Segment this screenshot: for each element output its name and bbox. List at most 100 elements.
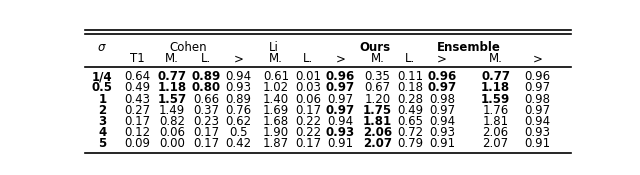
Text: 1.69: 1.69	[263, 104, 289, 117]
Text: 0.09: 0.09	[124, 137, 150, 150]
Text: 0.5: 0.5	[230, 126, 248, 139]
Text: 0.91: 0.91	[429, 137, 455, 150]
Text: 0.17: 0.17	[193, 137, 220, 150]
Text: 0.94: 0.94	[226, 70, 252, 83]
Text: 1/4: 1/4	[92, 70, 113, 83]
Text: $\sigma$: $\sigma$	[97, 41, 107, 54]
Text: 0.01: 0.01	[295, 70, 321, 83]
Text: 0.79: 0.79	[397, 137, 423, 150]
Text: 0.18: 0.18	[397, 82, 423, 95]
Text: 0.98: 0.98	[429, 93, 455, 106]
Text: 1.81: 1.81	[363, 115, 392, 128]
Text: 0.37: 0.37	[193, 104, 220, 117]
Text: 0.97: 0.97	[326, 82, 355, 95]
Text: 1.18: 1.18	[157, 82, 186, 95]
Text: 1.40: 1.40	[263, 93, 289, 106]
Text: 0.96: 0.96	[428, 70, 457, 83]
Text: 1.18: 1.18	[481, 82, 510, 95]
Text: 0.5: 0.5	[92, 82, 113, 95]
Text: 0.93: 0.93	[524, 126, 550, 139]
Text: 0.42: 0.42	[226, 137, 252, 150]
Text: 0.12: 0.12	[124, 126, 150, 139]
Text: 1.75: 1.75	[363, 104, 392, 117]
Text: 1.57: 1.57	[157, 93, 186, 106]
Text: 0.89: 0.89	[192, 70, 221, 83]
Text: 0.00: 0.00	[159, 137, 185, 150]
Text: 0.35: 0.35	[365, 70, 390, 83]
Text: 2.06: 2.06	[483, 126, 509, 139]
Text: 3: 3	[99, 115, 106, 128]
Text: 0.64: 0.64	[124, 70, 150, 83]
Text: 0.77: 0.77	[157, 70, 186, 83]
Text: 0.66: 0.66	[193, 93, 220, 106]
Text: 0.65: 0.65	[397, 115, 423, 128]
Text: 0.22: 0.22	[295, 115, 321, 128]
Text: 1.81: 1.81	[483, 115, 509, 128]
Text: 1.76: 1.76	[483, 104, 509, 117]
Text: 4: 4	[98, 126, 106, 139]
Text: Li: Li	[269, 41, 278, 54]
Text: 0.62: 0.62	[226, 115, 252, 128]
Text: 0.96: 0.96	[326, 70, 355, 83]
Text: Ours: Ours	[360, 41, 390, 54]
Text: 0.93: 0.93	[326, 126, 355, 139]
Text: 0.98: 0.98	[524, 93, 550, 106]
Text: M.: M.	[165, 52, 179, 65]
Text: >: >	[532, 52, 542, 65]
Text: >: >	[234, 52, 244, 65]
Text: 0.94: 0.94	[524, 115, 550, 128]
Text: 0.96: 0.96	[524, 70, 550, 83]
Text: L.: L.	[303, 52, 314, 65]
Text: 0.76: 0.76	[226, 104, 252, 117]
Text: M.: M.	[269, 52, 283, 65]
Text: 0.17: 0.17	[193, 126, 220, 139]
Text: 0.17: 0.17	[295, 104, 321, 117]
Text: 0.06: 0.06	[295, 93, 321, 106]
Text: 0.67: 0.67	[365, 82, 390, 95]
Text: 0.17: 0.17	[295, 137, 321, 150]
Text: 0.97: 0.97	[428, 82, 457, 95]
Text: 0.97: 0.97	[429, 104, 455, 117]
Text: 1.02: 1.02	[263, 82, 289, 95]
Text: 0.97: 0.97	[326, 104, 355, 117]
Text: 1.20: 1.20	[365, 93, 390, 106]
Text: 2.07: 2.07	[363, 137, 392, 150]
Text: 1.68: 1.68	[263, 115, 289, 128]
Text: 0.72: 0.72	[397, 126, 423, 139]
Text: 0.93: 0.93	[429, 126, 455, 139]
Text: 0.43: 0.43	[124, 93, 150, 106]
Text: L.: L.	[404, 52, 415, 65]
Text: 0.77: 0.77	[481, 70, 510, 83]
Text: 0.49: 0.49	[124, 82, 150, 95]
Text: 0.82: 0.82	[159, 115, 185, 128]
Text: 0.22: 0.22	[295, 126, 321, 139]
Text: 2: 2	[99, 104, 106, 117]
Text: Ensemble: Ensemble	[437, 41, 501, 54]
Text: 0.97: 0.97	[327, 93, 353, 106]
Text: 0.27: 0.27	[124, 104, 150, 117]
Text: 1.87: 1.87	[263, 137, 289, 150]
Text: 1: 1	[99, 93, 106, 106]
Text: 0.91: 0.91	[327, 137, 353, 150]
Text: 0.94: 0.94	[429, 115, 455, 128]
Text: 0.49: 0.49	[397, 104, 423, 117]
Text: 0.80: 0.80	[192, 82, 221, 95]
Text: 0.61: 0.61	[263, 70, 289, 83]
Text: 0.89: 0.89	[226, 93, 252, 106]
Text: 0.93: 0.93	[226, 82, 252, 95]
Text: L.: L.	[202, 52, 212, 65]
Text: 1.49: 1.49	[159, 104, 185, 117]
Text: 0.17: 0.17	[124, 115, 150, 128]
Text: 2.07: 2.07	[483, 137, 509, 150]
Text: Cohen: Cohen	[169, 41, 207, 54]
Text: M.: M.	[371, 52, 385, 65]
Text: 0.97: 0.97	[524, 82, 550, 95]
Text: 1.59: 1.59	[481, 93, 510, 106]
Text: 0.91: 0.91	[524, 137, 550, 150]
Text: 0.94: 0.94	[327, 115, 353, 128]
Text: 0.03: 0.03	[295, 82, 321, 95]
Text: 2.06: 2.06	[363, 126, 392, 139]
Text: 5: 5	[98, 137, 106, 150]
Text: >: >	[335, 52, 346, 65]
Text: 0.11: 0.11	[397, 70, 423, 83]
